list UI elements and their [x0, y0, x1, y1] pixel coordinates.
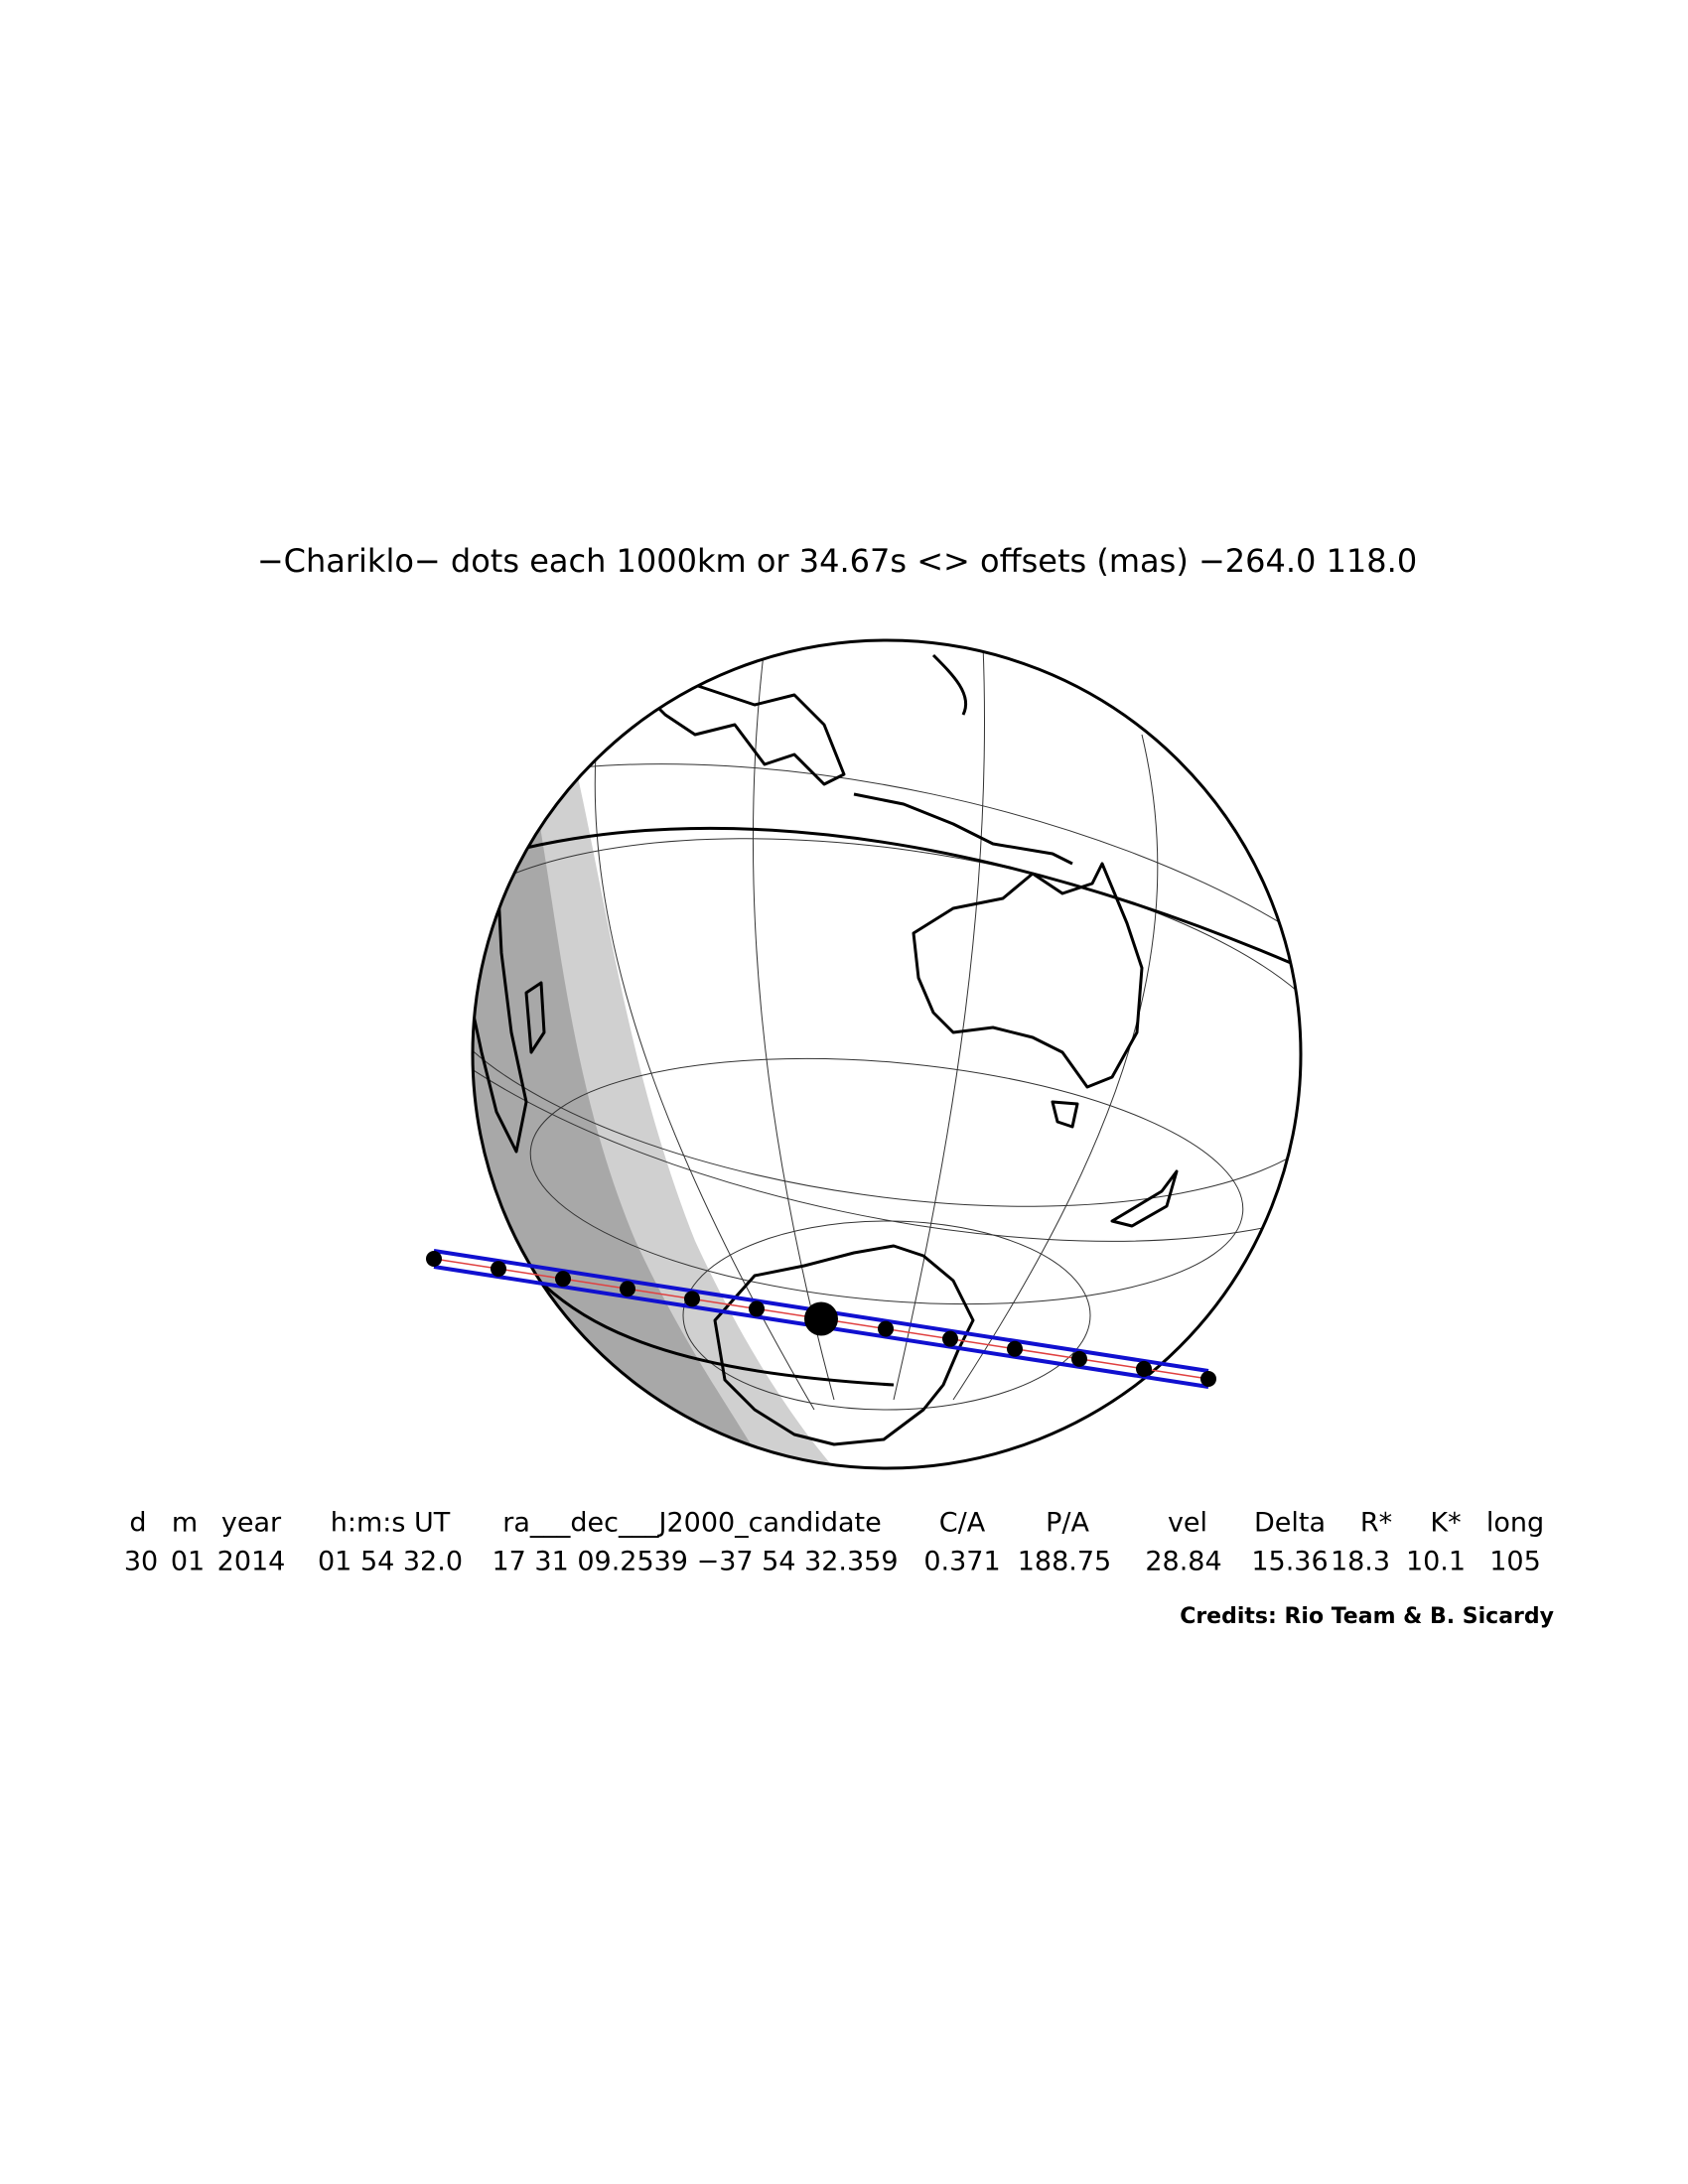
column-header: C/A: [939, 1508, 986, 1539]
latitude-circle: [529, 1057, 1244, 1305]
track-dot: [620, 1281, 635, 1297]
africa: [473, 852, 528, 1154]
track-dot: [878, 1320, 894, 1337]
column-value: 0.371: [923, 1547, 1000, 1577]
new-zealand: [1110, 1169, 1179, 1228]
column-value: 15.36: [1251, 1547, 1328, 1577]
column-value: 01: [171, 1547, 205, 1577]
asia: [643, 683, 846, 786]
event-table: d m year h:m:s UT ra___dec___J2000_candidate…: [124, 1508, 1544, 1577]
track-dot: [684, 1291, 700, 1307]
track-dot: [1200, 1371, 1216, 1387]
australia: [912, 862, 1144, 1089]
japan: [931, 653, 968, 716]
column-header: vel: [1168, 1508, 1207, 1539]
globe-outline: [471, 638, 1303, 1470]
track-dot: [942, 1330, 958, 1347]
column-value: 30: [124, 1547, 158, 1577]
column-header: h:m:s UT: [331, 1508, 451, 1539]
column-value: 17 31 09.2539 −37 54 32.359: [492, 1547, 898, 1577]
title: −Chariklo− dots each 1000km or 34.67s <>…: [257, 542, 1417, 580]
track-dot: [426, 1251, 442, 1267]
column-header: P/A: [1046, 1508, 1089, 1539]
meridian-ellipse: [473, 763, 1301, 1242]
track-dot: [749, 1300, 765, 1317]
track-dot: [1136, 1360, 1152, 1377]
column-header: ra___dec___J2000_candidate: [502, 1508, 881, 1539]
credits: Credits: Rio Team & B. Sicardy: [1180, 1604, 1554, 1629]
indonesia: [853, 792, 1073, 866]
track-dot: [555, 1271, 571, 1288]
column-value: 2014: [217, 1547, 286, 1577]
madagascar: [524, 981, 546, 1054]
meridian: [893, 644, 986, 1401]
shadow-track: [426, 1249, 1216, 1389]
latitude-circle: [473, 838, 1301, 1207]
column-header: m: [172, 1508, 198, 1539]
track-dot: [1007, 1340, 1023, 1357]
track-dot: [491, 1261, 506, 1278]
tasmania: [1051, 1100, 1079, 1129]
column-header: long: [1486, 1508, 1544, 1539]
antarctica: [713, 1244, 975, 1446]
column-value: 188.75: [1018, 1547, 1111, 1577]
column-value: 18.3: [1331, 1547, 1390, 1577]
column-value: 01 54 32.0: [318, 1547, 463, 1577]
latitude-circle: [682, 1220, 1091, 1411]
column-header: K*: [1430, 1508, 1461, 1539]
column-header: R*: [1360, 1508, 1392, 1539]
column-header: d: [129, 1508, 146, 1539]
column-value: 28.84: [1145, 1547, 1221, 1577]
column-header: year: [221, 1508, 282, 1539]
column-header: Delta: [1254, 1508, 1326, 1539]
column-value: 10.1: [1406, 1547, 1466, 1577]
track-dot: [1071, 1350, 1087, 1367]
central-dot: [804, 1301, 838, 1336]
globe: [471, 638, 1303, 1470]
column-value: 105: [1489, 1547, 1541, 1577]
